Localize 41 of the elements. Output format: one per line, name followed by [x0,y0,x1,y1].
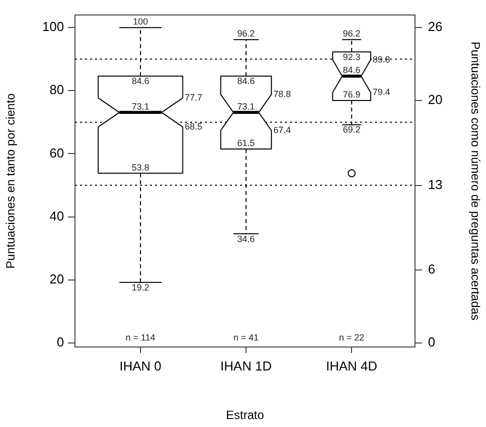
annotation: 34.6 [237,234,255,244]
y-tick-label: 40 [50,208,64,224]
y-tick-label: 20 [50,271,64,286]
x-tick-label: IHAN 4D [326,358,378,374]
annotation: 77.7 [184,92,202,102]
y2-axis-title: Puntuaciones como número de preguntas acertadas [468,42,482,320]
y-axis-title: Puntuaciones en tanto por ciento [4,92,18,269]
x-axis-title: Estrato [226,408,264,422]
annotation: 61.5 [237,138,255,148]
y2-tick-label: 20 [428,92,442,107]
annotation: 53.8 [132,162,150,172]
y2-tick-label: 13 [428,176,442,192]
annotation: 84.6 [342,65,360,76]
annotation: 19.2 [132,282,150,292]
annotation: 96.2 [342,28,360,39]
annotation: 84.6 [132,76,150,86]
annotation: 89.8 [372,54,390,64]
annotation: 73.1 [132,101,150,112]
y-tick-label: 80 [50,82,64,98]
annotation: n = 22 [339,332,364,342]
x-tick-label: IHAN 1D [220,358,272,374]
y2-tick-label: 26 [428,19,442,34]
y2-tick-label: 6 [428,262,436,277]
y-tick-label: 60 [50,145,64,160]
y-tick-label: 0 [56,334,64,350]
y-tick-label: 100 [42,19,64,34]
x-tick-label: IHAN 0 [120,358,162,374]
annotation: 78.8 [273,88,291,99]
annotation: 76.9 [342,89,360,100]
annotation: 69.2 [342,124,360,135]
annotation: 79.4 [372,87,390,98]
annotation: n = 114 [126,332,156,342]
annotation: 73.1 [237,101,255,112]
annotation: 100 [132,16,148,27]
y2-tick-label: 0 [428,334,436,350]
annotation: n = 41 [233,332,259,342]
annotation: 84.6 [237,76,255,86]
annotation: 96.2 [237,28,255,39]
annotation: 68.5 [184,121,202,132]
annotation: 67.4 [273,124,291,135]
annotation: 92.3 [342,52,360,62]
